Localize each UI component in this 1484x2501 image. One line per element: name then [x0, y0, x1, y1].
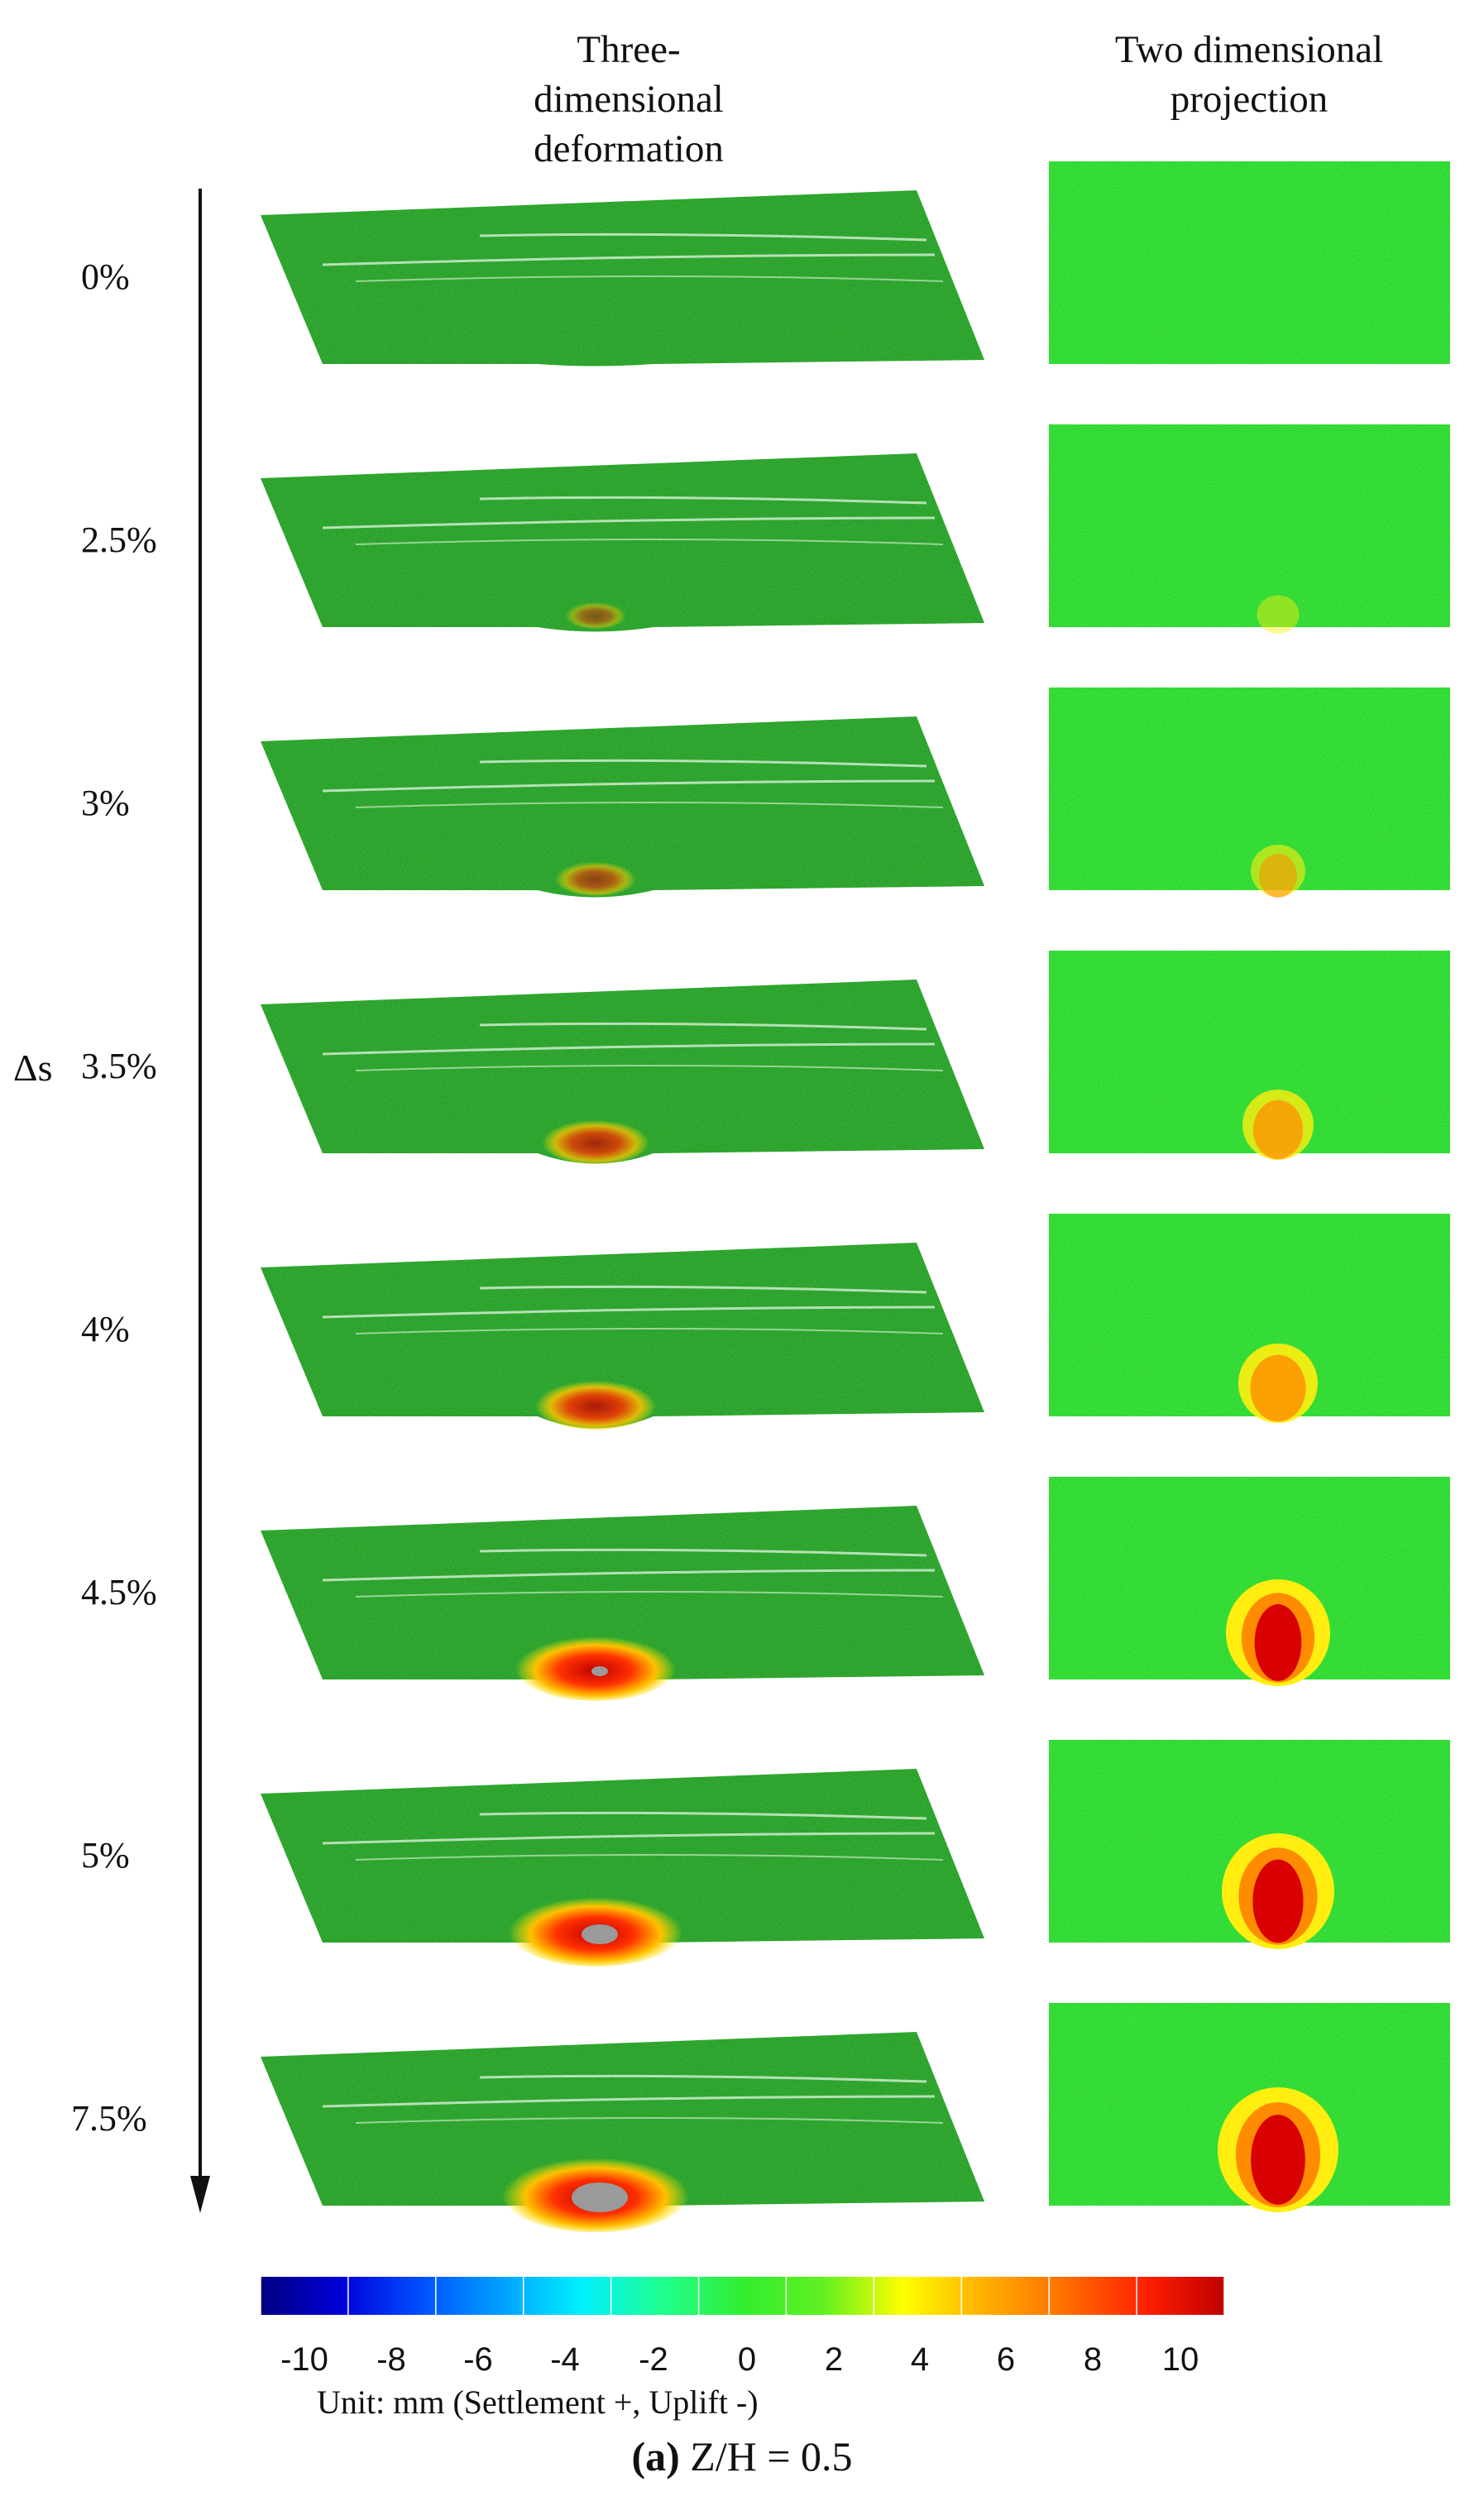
cbar-tick-5: 0 [737, 2341, 757, 2378]
projection-texture [1049, 424, 1450, 627]
collapse-zone [591, 1666, 608, 1676]
surface-stripe [355, 1591, 944, 1598]
two-d-panels [1049, 161, 1450, 2212]
cbar-tick-2: -6 [463, 2341, 493, 2378]
projection-max [1254, 1604, 1302, 1681]
surface-stripe [479, 1285, 927, 1294]
colorbar-dividers [260, 2277, 1225, 2315]
surface-stripe [322, 1569, 936, 1582]
projection-texture [1049, 688, 1450, 890]
header-3d-line2: deformation [534, 127, 724, 170]
header-2d-line2: projection [1170, 78, 1328, 121]
header-3d-line1: Three-dimensional [534, 28, 724, 121]
surface-stripe [322, 2095, 936, 2108]
surface-stripe [322, 1832, 936, 1845]
surface-stripe [322, 253, 936, 266]
surface-stripe [355, 1854, 944, 1861]
surface-stripe [355, 275, 944, 282]
delta-s-arrow-head [190, 2176, 210, 2213]
cbar-tick-0: -10 [280, 2341, 328, 2378]
colorbar-gradient [261, 2277, 1224, 2315]
three-d-surface-3 [261, 980, 984, 1164]
cbar-tick-3: -4 [550, 2341, 580, 2378]
header-three-dimensional: Three-dimensional deformation [488, 25, 769, 174]
surface-texture [261, 453, 984, 632]
cbar-tick-4: -2 [639, 2341, 668, 2378]
two-d-projection-7 [1049, 2003, 1450, 2212]
cbar-tick-10: 10 [1161, 2341, 1199, 2378]
two-d-projection-6 [1049, 1740, 1450, 1949]
header-2d-line1: Two dimensional [1114, 28, 1384, 71]
row-label-3: 3.5% [81, 1046, 157, 1086]
surface-stripe [355, 1328, 944, 1334]
settlement-zone [535, 1377, 656, 1430]
two-d-projection-3 [1049, 951, 1450, 1160]
row-label-0: 0% [81, 256, 130, 297]
settlement-zone [565, 601, 626, 629]
row-label-6: 5% [81, 1835, 130, 1876]
delta-s-axis-label: Δs [13, 1047, 53, 1089]
row-label-5: 4.5% [81, 1572, 157, 1612]
projection-core [1250, 1354, 1306, 1422]
projection-texture [1049, 161, 1450, 364]
cbar-tick-8: 6 [996, 2341, 1016, 2378]
surface-stripe [479, 1548, 927, 1557]
colorbar [260, 2277, 1225, 2315]
three-d-panels [261, 190, 984, 2233]
caption-panel-letter: (a) [631, 2433, 680, 2479]
row-label-4: 4% [81, 1309, 130, 1349]
settlement-zone [542, 1118, 649, 1164]
surface-stripe [479, 1811, 927, 1820]
surface-texture [261, 2032, 984, 2226]
cbar-tick-1: -8 [376, 2341, 406, 2378]
surface-texture [261, 190, 984, 367]
caption-text: Z/H = 0.5 [679, 2433, 853, 2479]
surface-stripe [479, 232, 927, 242]
surface-stripe [479, 1022, 927, 1031]
surface-stripe [355, 1065, 944, 1071]
surface-stripe [479, 2074, 927, 2083]
three-d-surface-1 [261, 453, 984, 632]
surface-stripe [355, 539, 944, 545]
surface-stripe [479, 759, 927, 768]
figure-caption: (a) Z/H = 0.5 [0, 2432, 1484, 2480]
surface-stripe [479, 496, 927, 505]
surface-stripe [355, 802, 944, 808]
header-two-dimensional: Two dimensional projection [1063, 25, 1435, 124]
two-d-projection-0 [1049, 161, 1450, 364]
surface-stripe [322, 779, 936, 793]
cbar-tick-6: 2 [824, 2341, 844, 2378]
projection-core [1252, 1100, 1304, 1160]
row-label-7: 7.5% [71, 2098, 147, 2139]
collapse-zone [582, 1924, 618, 1944]
cbar-tick-7: 4 [910, 2341, 930, 2378]
row-label-2: 3% [81, 783, 130, 823]
surface-stripe [322, 1306, 936, 1319]
three-d-surface-5 [261, 1506, 984, 1701]
projection-core [1258, 854, 1298, 898]
cbar-tick-9: 8 [1083, 2341, 1103, 2378]
surface-texture [261, 1769, 984, 1962]
two-d-projection-1 [1049, 424, 1450, 634]
projection-halo [1257, 595, 1300, 634]
settlement-zone [555, 860, 636, 896]
collapse-zone [572, 2182, 628, 2212]
three-d-surface-2 [261, 716, 984, 898]
surface-stripe [355, 2117, 944, 2124]
two-d-projection-5 [1049, 1477, 1450, 1686]
three-d-surface-0 [261, 190, 984, 367]
projection-max [1251, 2115, 1305, 2205]
surface-stripe [322, 516, 936, 529]
two-d-projection-4 [1049, 1214, 1450, 1423]
row-label-1: 2.5% [81, 520, 157, 560]
surface-texture [261, 1506, 984, 1697]
three-d-surface-7 [261, 2032, 984, 2233]
two-d-projection-2 [1049, 688, 1450, 898]
surface-stripe [322, 1042, 936, 1056]
projection-max [1252, 1859, 1304, 1943]
three-d-surface-4 [261, 1243, 984, 1430]
unit-label: Unit: mm (Settlement +, Uplift -) [317, 2384, 759, 2421]
three-d-surface-6 [261, 1769, 984, 1967]
